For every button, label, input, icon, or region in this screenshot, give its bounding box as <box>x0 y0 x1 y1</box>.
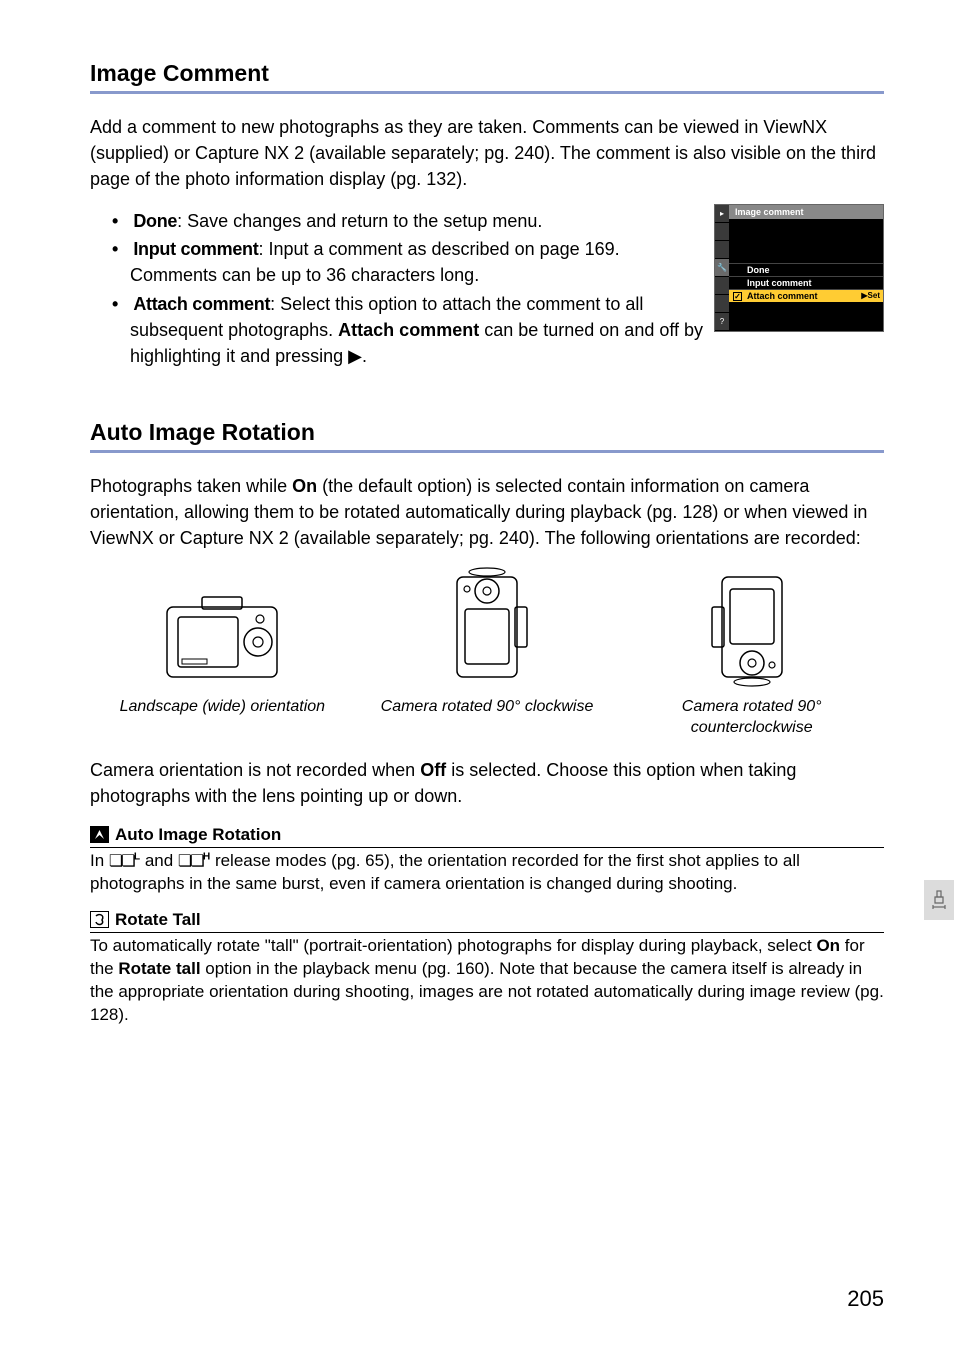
text-fragment: To automatically rotate "tall" (portrait… <box>90 936 816 955</box>
section-heading-image-comment: Image Comment <box>90 60 884 94</box>
text-fragment: Camera orientation is not recorded when <box>90 760 420 780</box>
intro-paragraph-1: Add a comment to new photographs as they… <box>90 114 884 192</box>
camera-landscape-icon <box>152 587 292 687</box>
caution-icon <box>90 826 109 843</box>
bold-on: On <box>816 936 840 955</box>
tip-icon <box>90 911 109 928</box>
orientation-landscape <box>90 587 355 687</box>
intro-paragraph-2: Photographs taken while On (the default … <box>90 473 884 551</box>
caption-row: Landscape (wide) orientation Camera rota… <box>90 693 884 739</box>
caption-landscape: Landscape (wide) orientation <box>90 697 355 739</box>
text-fragment: Photographs taken while <box>90 476 292 496</box>
paragraph-off: Camera orientation is not recorded when … <box>90 757 884 809</box>
note-auto-rotation: Auto Image Rotation In ❏❏L and ❏❏H relea… <box>90 825 884 896</box>
bold-off: Off <box>420 760 446 780</box>
orientation-cw <box>355 567 620 687</box>
bullet-title: Attach comment <box>133 294 270 314</box>
camera-cw-icon <box>437 567 537 687</box>
orientation-ccw <box>619 567 884 687</box>
orientation-row <box>90 567 884 687</box>
side-tab-setup-icon <box>924 880 954 920</box>
caption-cw: Camera rotated 90° clockwise <box>355 697 620 739</box>
caption-ccw: Camera rotated 90° counterclockwise <box>619 697 884 739</box>
note-body: In ❏❏L and ❏❏H release modes (pg. 65), t… <box>90 847 884 896</box>
camera-ccw-icon <box>702 567 802 687</box>
bullet-title: Done <box>133 211 177 231</box>
bullet-text: : Save changes and return to the setup m… <box>177 211 542 231</box>
right-arrow-icon: ▶ <box>348 346 362 366</box>
burst-high-icon: ❏❏ <box>178 851 203 873</box>
note-heading: Rotate Tall <box>115 910 201 930</box>
text-fragment: In <box>90 851 109 870</box>
bullet-input-comment: Input comment: Input a comment as descri… <box>90 236 884 288</box>
page-number: 205 <box>847 1286 884 1312</box>
bold-on: On <box>292 476 317 496</box>
bullet-attach-comment: Attach comment: Select this option to at… <box>90 291 884 369</box>
burst-low-suffix: L <box>134 851 140 862</box>
bold-rotate-tall: Rotate tall <box>118 959 200 978</box>
bullet-done: Done: Save changes and return to the set… <box>90 208 884 234</box>
burst-low-icon: ❏❏ <box>109 851 134 873</box>
section-heading-auto-rotation: Auto Image Rotation <box>90 419 884 453</box>
bullet-bold: Attach comment <box>338 320 479 340</box>
note-heading: Auto Image Rotation <box>115 825 281 845</box>
text-fragment: option in the playback menu (pg. 160). N… <box>90 959 884 1024</box>
bullet-title: Input comment <box>133 239 258 259</box>
note-body: To automatically rotate "tall" (portrait… <box>90 932 884 1027</box>
note-rotate-tall: Rotate Tall To automatically rotate "tal… <box>90 910 884 1027</box>
